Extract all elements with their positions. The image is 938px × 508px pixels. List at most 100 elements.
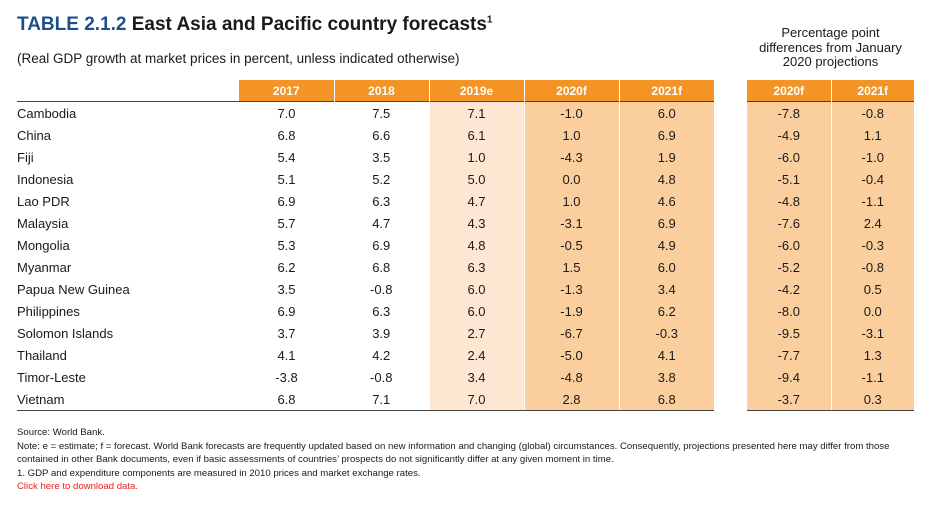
difference-value: -0.3	[830, 234, 914, 256]
difference-header-row: 2020f 2021f	[747, 80, 914, 102]
difference-value: -7.7	[747, 344, 831, 366]
pp-header-line: 2020 projections	[782, 54, 879, 69]
difference-value: -0.8	[830, 256, 914, 278]
table-row: -7.8 -0.8	[747, 101, 914, 124]
growth-value: 6.6	[372, 127, 391, 143]
source-note: Source: World Bank.	[17, 427, 105, 438]
growth-value: 7.0	[428, 388, 524, 411]
country-header	[17, 80, 239, 102]
growth-value: 5.2	[372, 171, 391, 187]
table-row: -4.2 0.5	[747, 278, 914, 300]
table-number: TABLE 2.1.2	[17, 14, 127, 35]
growth-value: 3.5	[277, 281, 296, 297]
difference-value: -0.8	[830, 101, 914, 124]
table-row: -4.8 -1.1	[747, 190, 914, 212]
difference-value: -1.1	[830, 366, 914, 388]
country-name: Solomon Islands	[17, 325, 114, 341]
table-row: Malaysia 5.7 4.7 4.3 -3.1 6.9	[17, 212, 714, 234]
difference-value: 0.3	[830, 388, 914, 411]
growth-value: -3.1	[523, 212, 619, 234]
table-row: China 6.8 6.6 6.1 1.0 6.9	[17, 124, 714, 146]
growth-value: 5.4	[277, 149, 296, 165]
table-row: Timor-Leste -3.8 -0.8 3.4 -4.8 3.8	[17, 366, 714, 388]
growth-value: 4.3	[428, 212, 524, 234]
growth-value: 6.0	[428, 300, 524, 322]
growth-value: 6.9	[618, 212, 714, 234]
country-name: Timor-Leste	[17, 369, 86, 385]
difference-value: -9.4	[747, 366, 831, 388]
difference-value: -7.8	[747, 101, 831, 124]
growth-value: 6.1	[428, 124, 524, 146]
growth-value: 1.0	[523, 190, 619, 212]
percentage-point-header: Percentage point differences from Januar…	[747, 25, 914, 70]
growth-value: 4.6	[618, 190, 714, 212]
growth-value: 6.0	[428, 278, 524, 300]
growth-value: 6.3	[428, 256, 524, 278]
table-row: Fiji 5.4 3.5 1.0 -4.3 1.9	[17, 146, 714, 168]
table-row: -4.9 1.1	[747, 124, 914, 146]
country-name: Papua New Guinea	[17, 281, 130, 297]
table-notes: Source: World Bank. Note: e = estimate; …	[17, 426, 922, 494]
growth-value: 3.8	[618, 366, 714, 388]
growth-value: 5.7	[277, 215, 296, 231]
growth-value: 7.1	[334, 388, 429, 411]
growth-value: -4.8	[523, 366, 619, 388]
difference-value: 0.5	[830, 278, 914, 300]
growth-value: 6.2	[618, 300, 714, 322]
growth-value: 5.0	[428, 168, 524, 190]
table-row: Papua New Guinea 3.5 -0.8 6.0 -1.3 3.4	[17, 278, 714, 300]
growth-value: 5.1	[277, 171, 296, 187]
growth-value: 6.0	[618, 101, 714, 124]
footnote-text: 1. GDP and expenditure components are me…	[17, 467, 421, 479]
difference-table: 2020f 2021f -7.8 -0.8 -4.9 1.1 -6.0 -1.0 -5.1-…	[747, 80, 914, 411]
col-header-2020f: 2020f	[523, 80, 619, 102]
growth-value: 6.2	[277, 259, 296, 275]
growth-value: 3.9	[372, 325, 391, 341]
table-row: -6.0 -0.3	[747, 234, 914, 256]
difference-value: -5.1	[747, 168, 831, 190]
growth-value: 2.8	[523, 388, 619, 411]
pp-header-line: Percentage point	[781, 25, 880, 40]
difference-value: -3.1	[830, 322, 914, 344]
growth-value: 2.7	[428, 322, 524, 344]
table-row: Thailand 4.1 4.2 2.4 -5.0 4.1	[17, 344, 714, 366]
table-row: Indonesia 5.1 5.2 5.0 0.0 4.8	[17, 168, 714, 190]
difference-value: -0.4	[830, 168, 914, 190]
growth-value: 6.9	[372, 237, 391, 253]
country-name: Vietnam	[17, 388, 239, 411]
difference-value: -8.0	[747, 300, 831, 322]
table-row: Solomon Islands 3.7 3.9 2.7 -6.7 -0.3	[17, 322, 714, 344]
growth-value: 6.8	[618, 388, 714, 411]
country-name: Thailand	[17, 347, 67, 363]
growth-value: 7.0	[239, 101, 334, 124]
table-row: Mongolia 5.3 6.9 4.8 -0.5 4.9	[17, 234, 714, 256]
growth-value: -6.7	[523, 322, 619, 344]
col-header-2017: 2017	[239, 80, 334, 102]
difference-value: -4.2	[747, 278, 831, 300]
forecast-table: 2017 2018 2019e 2020f 2021f Cambodia 7.0 7…	[17, 80, 714, 411]
country-name: Mongolia	[17, 237, 70, 253]
table-row: -6.0 -1.0	[747, 146, 914, 168]
growth-value: -4.3	[523, 146, 619, 168]
diff-header-2020f: 2020f	[747, 80, 831, 102]
growth-value: 4.9	[618, 234, 714, 256]
diff-header-2021f: 2021f	[830, 80, 914, 102]
col-header-2018: 2018	[333, 80, 429, 102]
difference-value: -6.0	[747, 234, 831, 256]
growth-value: 6.8	[372, 259, 391, 275]
difference-value: 0.0	[830, 300, 914, 322]
growth-value: 4.7	[372, 215, 391, 231]
table-row: -7.7 1.3	[747, 344, 914, 366]
download-data-link[interactable]: Click here to download data.	[17, 481, 139, 493]
table-title: TABLE 2.1.2 East Asia and Pacific countr…	[17, 14, 492, 36]
growth-value: 3.5	[372, 149, 391, 165]
growth-value: -5.0	[523, 344, 619, 366]
growth-value: 7.5	[334, 101, 429, 124]
growth-value: 4.1	[618, 344, 714, 366]
growth-value: 4.1	[277, 347, 296, 363]
difference-value: -4.8	[747, 190, 831, 212]
country-name: Lao PDR	[17, 193, 70, 209]
growth-value: -0.3	[618, 322, 714, 344]
table-row: -9.4 -1.1	[747, 366, 914, 388]
growth-value: 1.9	[618, 146, 714, 168]
